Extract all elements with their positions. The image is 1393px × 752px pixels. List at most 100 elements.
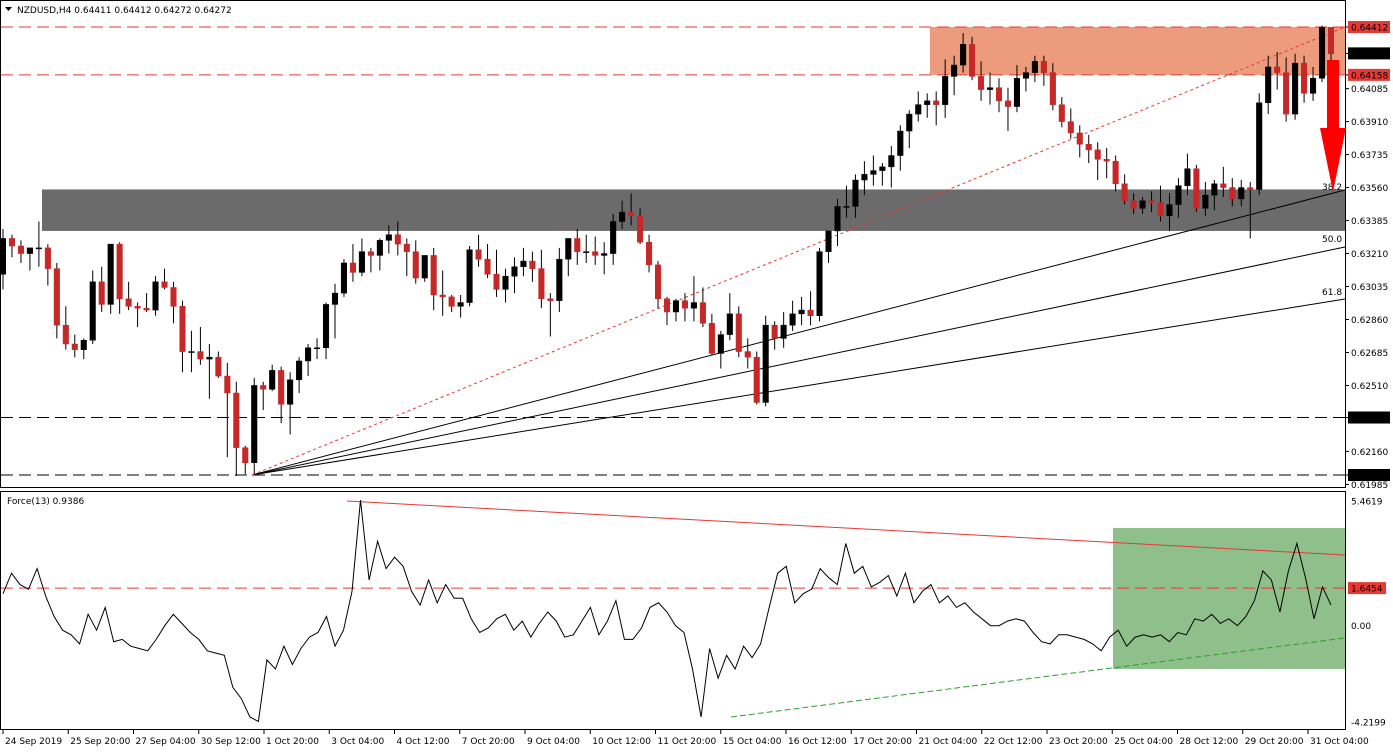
force-axis-label: 5.4619 — [1351, 498, 1383, 508]
candle — [690, 276, 697, 322]
candle-body — [843, 206, 850, 208]
candle — [574, 229, 581, 265]
price-label: 0.63385 — [1351, 217, 1388, 227]
fib-fan-label: 50.0 — [1322, 235, 1342, 245]
candle-body — [457, 302, 464, 307]
candle-body — [1013, 78, 1020, 107]
candle-body — [1103, 159, 1110, 162]
candle-body — [448, 296, 455, 307]
candle-body — [394, 234, 401, 245]
candle — [1085, 134, 1092, 164]
resistance-zone — [930, 27, 1345, 75]
candle-body — [897, 130, 904, 156]
candle — [547, 293, 554, 337]
candle-body — [439, 294, 446, 298]
price-label: 0.62340 — [1351, 414, 1388, 424]
candle — [1229, 178, 1236, 207]
candle-body — [1085, 143, 1092, 151]
candle — [1058, 97, 1065, 128]
candle — [0, 229, 7, 290]
candle — [619, 200, 626, 230]
price-label: 0.62510 — [1351, 382, 1388, 392]
candle-body — [951, 64, 958, 77]
candle-body — [852, 179, 859, 207]
force-axis-label: 1.6454 — [1351, 585, 1383, 595]
candle-body — [1121, 183, 1128, 202]
candle — [340, 259, 348, 297]
candle-body — [834, 206, 841, 232]
candle — [816, 247, 823, 322]
time-label: 4 Oct 12:00 — [397, 737, 450, 747]
price-label: 0.62860 — [1351, 316, 1388, 326]
price-label: 0.63560 — [1351, 184, 1388, 194]
candle — [1193, 164, 1200, 213]
price-label: 0.64412 — [1351, 24, 1388, 34]
candle-body — [1283, 72, 1290, 115]
candle-body — [1004, 100, 1012, 107]
candle-body — [44, 247, 51, 269]
candle — [1040, 55, 1047, 86]
candle — [699, 287, 706, 328]
candle-body — [260, 385, 267, 390]
candle-body — [1112, 160, 1119, 185]
price-label: 0.62685 — [1351, 349, 1388, 359]
candle-body — [98, 281, 105, 305]
time-label: 15 Oct 04:00 — [723, 737, 782, 747]
candle — [1318, 25, 1326, 83]
time-label: 25 Sep 20:00 — [70, 737, 130, 747]
candle — [1256, 93, 1263, 196]
candle-body — [744, 351, 751, 358]
force-axis-label: -4.2199 — [1351, 719, 1386, 729]
price-label: 0.63035 — [1351, 283, 1388, 293]
candle — [538, 249, 545, 309]
candle-body — [134, 306, 141, 309]
candle — [735, 306, 742, 358]
candle-body — [663, 298, 671, 313]
candle — [215, 351, 222, 378]
candle — [403, 238, 410, 277]
candle-body — [807, 309, 814, 316]
candle — [1004, 87, 1012, 132]
candle-body — [690, 302, 697, 309]
candle — [1121, 174, 1128, 205]
candle — [897, 125, 904, 171]
candle-body — [969, 44, 976, 77]
candle-body — [1130, 200, 1137, 209]
force-line — [2, 500, 1332, 723]
price-label-box — [1348, 21, 1390, 33]
candle — [26, 247, 33, 271]
candle-body — [322, 304, 330, 349]
time-label: 9 Oct 04:00 — [527, 737, 580, 747]
candle-body — [628, 211, 635, 217]
candle — [933, 91, 940, 126]
candle-body — [493, 274, 500, 290]
candle-body — [879, 166, 886, 171]
price-panel-frame — [0, 0, 1346, 488]
candle-body — [538, 268, 545, 300]
price-label: 0.64085 — [1351, 85, 1388, 95]
candle — [879, 163, 886, 186]
candle — [376, 238, 383, 271]
candle — [852, 174, 859, 218]
price-label: 0.63210 — [1351, 250, 1388, 260]
price-label: 0.64158 — [1351, 71, 1388, 81]
candle-body — [35, 247, 42, 250]
candle-body — [0, 238, 7, 275]
candle-body — [1049, 72, 1056, 105]
time-label: 31 Oct 04:00 — [1310, 737, 1369, 747]
candle-body — [1031, 61, 1038, 73]
candle-body — [1211, 183, 1218, 196]
candle — [942, 59, 949, 118]
candle — [843, 185, 850, 218]
candle — [224, 362, 231, 458]
candle-body — [1202, 194, 1209, 209]
dropdown-triangle-icon[interactable] — [5, 7, 12, 11]
price-label: 0.61985 — [1351, 481, 1388, 491]
candle-body — [583, 251, 590, 253]
candle — [978, 61, 985, 101]
candle-body — [269, 370, 276, 390]
candle — [484, 244, 491, 279]
candle — [681, 293, 688, 322]
candle — [188, 330, 195, 373]
